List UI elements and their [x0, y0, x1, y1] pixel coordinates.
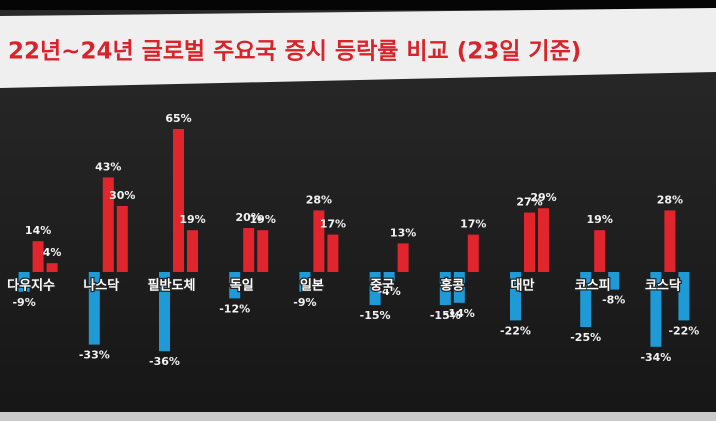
category-label: 나스닥 — [83, 278, 119, 294]
value-label: -33% — [79, 349, 110, 362]
bottom-strip — [0, 412, 716, 421]
bar — [88, 272, 100, 345]
value-label: 29% — [530, 191, 556, 204]
bar — [467, 234, 479, 272]
value-label: -15% — [360, 309, 391, 322]
category-label: 중국 — [370, 279, 394, 294]
value-label: 13% — [390, 226, 416, 239]
top-strip — [0, 0, 716, 10]
value-label: 65% — [165, 112, 191, 125]
bar — [257, 230, 269, 272]
category-label: 독일 — [230, 279, 254, 294]
value-label: -8% — [602, 294, 625, 307]
bar — [159, 272, 170, 352]
bar — [243, 228, 255, 272]
category-label: 코스닥 — [645, 278, 681, 294]
category-label: 대만 — [511, 278, 535, 294]
bar — [46, 263, 58, 272]
value-label: 28% — [306, 193, 332, 206]
bar — [538, 208, 549, 272]
value-label: -4% — [377, 285, 400, 298]
value-label: -14% — [444, 307, 475, 320]
bar — [116, 206, 128, 272]
bar — [173, 129, 184, 272]
value-label: 27% — [516, 196, 542, 209]
value-label: 19% — [250, 213, 276, 226]
bar — [313, 210, 325, 272]
value-label: -9% — [293, 296, 316, 309]
bar — [510, 272, 521, 321]
bar — [650, 272, 662, 347]
bar — [299, 272, 311, 292]
value-label: 20% — [236, 211, 262, 224]
value-label: 19% — [179, 213, 205, 226]
bar — [18, 272, 30, 292]
bar — [229, 272, 241, 299]
bar — [580, 272, 592, 327]
value-label: 17% — [320, 218, 346, 231]
category-label: 일본 — [300, 279, 324, 294]
value-label: 28% — [657, 193, 683, 206]
value-label: 4% — [43, 246, 62, 259]
bar — [32, 241, 44, 272]
bar — [327, 234, 339, 272]
bar — [594, 230, 606, 272]
bar — [664, 210, 676, 272]
value-label: -12% — [219, 302, 250, 315]
bar — [102, 177, 114, 272]
category-label: 다우지수 — [7, 278, 55, 294]
chart-title: 22년~24년 글로벌 주요국 증시 등락률 비교 (23일 기준) — [8, 39, 581, 65]
category-label: 코스피 — [575, 279, 611, 294]
bar — [439, 272, 451, 305]
value-label: 19% — [587, 213, 613, 226]
value-label: -9% — [12, 296, 35, 309]
value-label: -36% — [149, 355, 180, 368]
bar — [524, 212, 535, 272]
value-label: -34% — [640, 351, 671, 364]
value-label: -25% — [570, 331, 601, 344]
bar — [453, 272, 465, 303]
bar — [187, 230, 198, 272]
bar — [383, 272, 395, 281]
category-label: 홍콩 — [440, 278, 464, 294]
category-label: 필반도체 — [148, 278, 196, 294]
value-label: -22% — [668, 324, 699, 337]
bar — [397, 243, 409, 272]
value-label: -22% — [500, 324, 531, 337]
bar — [678, 272, 690, 321]
value-label: 30% — [109, 189, 135, 202]
value-label: -15% — [430, 309, 461, 322]
bar — [369, 272, 381, 305]
bar — [608, 272, 620, 290]
value-label: 14% — [25, 224, 51, 237]
value-label: 17% — [460, 218, 486, 231]
title-band — [0, 8, 716, 88]
value-label: 43% — [95, 160, 121, 173]
